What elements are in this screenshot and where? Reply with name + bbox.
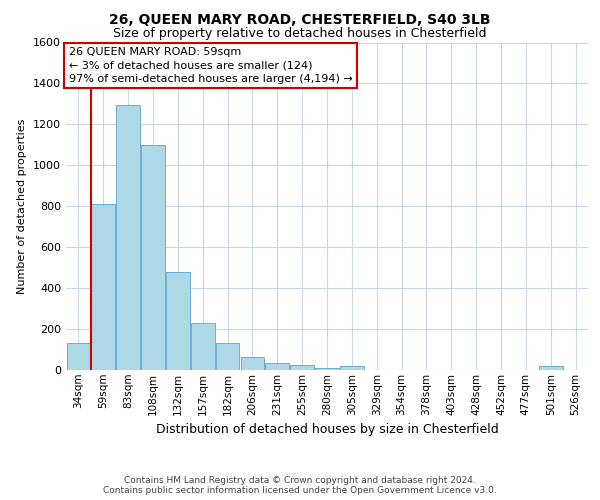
Text: Contains HM Land Registry data © Crown copyright and database right 2024.
Contai: Contains HM Land Registry data © Crown c… xyxy=(103,476,497,495)
Text: 26 QUEEN MARY ROAD: 59sqm
← 3% of detached houses are smaller (124)
97% of semi-: 26 QUEEN MARY ROAD: 59sqm ← 3% of detach… xyxy=(68,48,352,84)
Bar xyxy=(216,344,239,370)
Bar xyxy=(315,368,339,370)
Bar xyxy=(539,366,563,370)
Bar xyxy=(91,204,115,370)
Bar xyxy=(191,323,215,370)
Bar xyxy=(116,105,140,370)
Y-axis label: Number of detached properties: Number of detached properties xyxy=(17,118,28,294)
X-axis label: Distribution of detached houses by size in Chesterfield: Distribution of detached houses by size … xyxy=(155,423,499,436)
Text: Size of property relative to detached houses in Chesterfield: Size of property relative to detached ho… xyxy=(113,28,487,40)
Bar xyxy=(265,363,289,370)
Bar xyxy=(290,366,314,370)
Bar xyxy=(241,356,264,370)
Bar xyxy=(166,272,190,370)
Bar xyxy=(141,145,165,370)
Bar xyxy=(67,344,90,370)
Bar xyxy=(340,366,364,370)
Text: 26, QUEEN MARY ROAD, CHESTERFIELD, S40 3LB: 26, QUEEN MARY ROAD, CHESTERFIELD, S40 3… xyxy=(109,12,491,26)
